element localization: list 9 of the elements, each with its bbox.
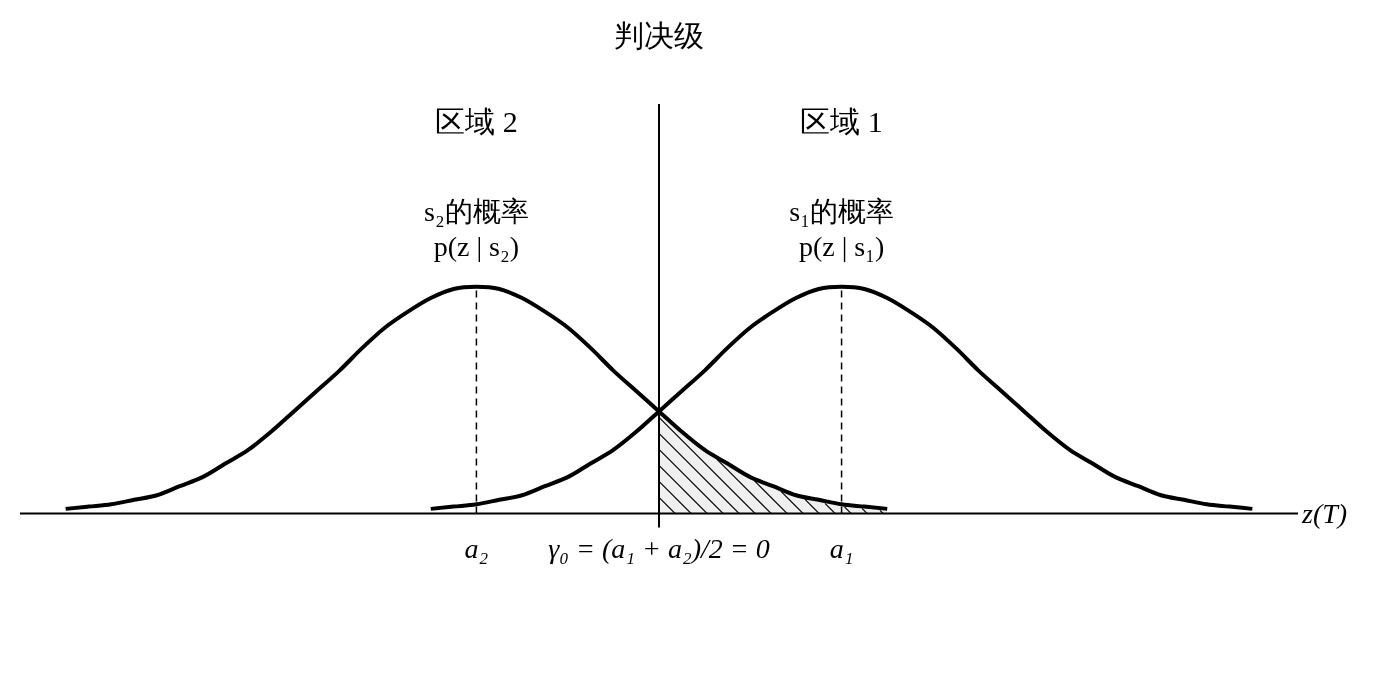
text: 区域 2 bbox=[435, 104, 518, 138]
x-axis-title: z(T) bbox=[1301, 497, 1348, 529]
x-tick-label: a₂ bbox=[464, 532, 489, 564]
x-tick-label: a₁ bbox=[829, 532, 854, 564]
ref-line-label: 判决级 bbox=[614, 18, 704, 52]
series-label: s₂的概率 p(z | s₂) bbox=[424, 196, 529, 263]
text: 区域 1 bbox=[800, 104, 883, 138]
x-tick-label: γ₀ = (a₁ + a₂)/2 = 0 bbox=[548, 532, 770, 564]
series-label: s₁的概率 p(z | s₁) bbox=[789, 196, 894, 263]
